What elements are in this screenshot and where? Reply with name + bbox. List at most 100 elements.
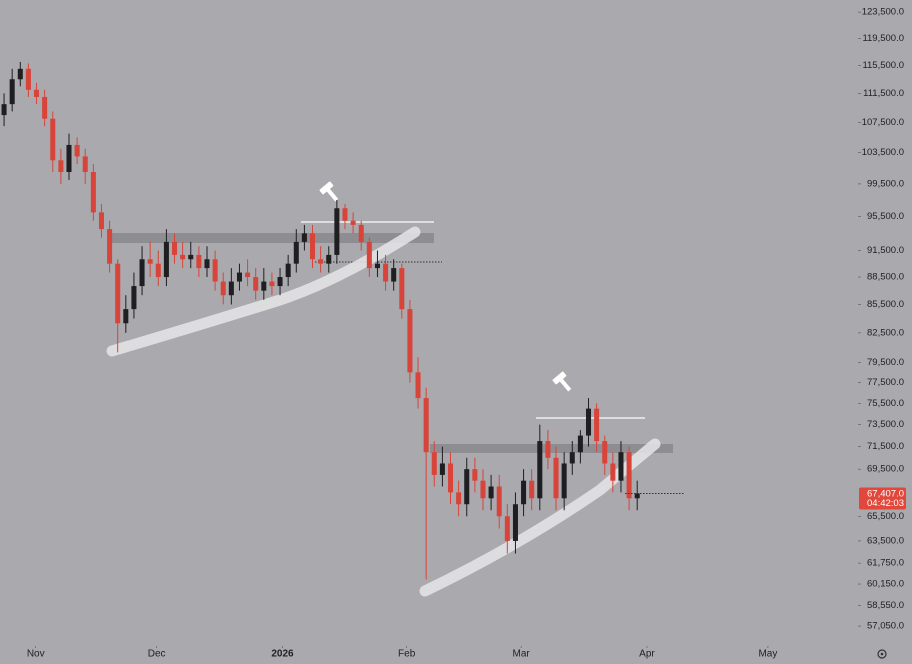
candle-body xyxy=(236,272,242,282)
candle-body xyxy=(537,441,543,499)
candle-body xyxy=(594,408,600,442)
candle-body xyxy=(301,233,307,242)
candle-body xyxy=(196,254,202,269)
candle-body xyxy=(17,68,23,80)
candle-body xyxy=(115,263,121,324)
hammer-icon xyxy=(552,371,572,392)
candle-body xyxy=(610,463,616,481)
y-tick-label: 63,500.0 xyxy=(867,535,904,546)
y-tick-label: 123,500.0 xyxy=(862,7,904,18)
hammer-icon xyxy=(319,181,339,202)
x-tick-label: Dec xyxy=(148,649,166,660)
last-price-label: 67,407.0 xyxy=(867,488,904,499)
candle-body xyxy=(480,480,486,499)
y-tick-label: 99,500.0 xyxy=(867,178,904,189)
candle-body xyxy=(58,160,64,173)
y-tick-label: 119,500.0 xyxy=(862,33,904,44)
x-tick-label: 2026 xyxy=(271,649,294,660)
candle-body xyxy=(310,233,316,260)
x-tick-label: Apr xyxy=(639,649,655,660)
candle-body xyxy=(374,263,380,269)
candle-body xyxy=(358,224,364,242)
candle-body xyxy=(529,480,535,499)
candle-body xyxy=(220,281,226,296)
candle-body xyxy=(66,144,72,173)
y-tick-label: 60,150.0 xyxy=(867,579,904,590)
candle-body xyxy=(618,452,624,481)
y-tick-label: 85,500.0 xyxy=(867,299,904,310)
candle-body xyxy=(293,241,299,264)
candle-body xyxy=(326,254,332,264)
candle-body xyxy=(285,263,291,278)
candle-body xyxy=(561,463,567,499)
candle-body xyxy=(131,286,137,310)
candle-body xyxy=(253,277,259,291)
candle-body xyxy=(277,277,283,287)
x-tick-label: May xyxy=(758,649,777,660)
candle-body xyxy=(407,309,413,373)
candle-body xyxy=(107,229,113,264)
candle-body xyxy=(269,281,275,287)
candle-body xyxy=(439,463,445,475)
candles xyxy=(1,61,640,580)
y-tick-label: 57,050.0 xyxy=(867,621,904,632)
y-tick-label: 73,500.0 xyxy=(867,419,904,430)
candle-body xyxy=(50,118,56,161)
candle-body xyxy=(1,104,7,116)
candle-body xyxy=(82,156,88,173)
candle-body xyxy=(585,408,592,436)
candle-body xyxy=(504,516,510,541)
candle-body xyxy=(98,212,104,230)
candle-body xyxy=(188,254,194,260)
x-tick-label: Feb xyxy=(398,649,416,660)
candle-body xyxy=(245,272,251,278)
candle-body xyxy=(74,144,80,157)
candle-body xyxy=(42,96,48,119)
candle-body xyxy=(212,259,218,282)
candle-body xyxy=(634,493,640,499)
y-tick-label: 88,500.0 xyxy=(867,272,904,283)
candle-body xyxy=(383,263,389,282)
candle-body xyxy=(464,469,470,505)
candle-body xyxy=(496,486,502,517)
candle-body xyxy=(204,259,210,269)
candle-body xyxy=(415,372,421,399)
candle-body xyxy=(472,469,478,481)
candle-body xyxy=(545,441,551,458)
y-tick-label: 58,550.0 xyxy=(867,600,904,611)
candle-body xyxy=(172,241,178,255)
y-tick-label: 65,500.0 xyxy=(867,511,904,522)
x-tick-label: Nov xyxy=(27,649,45,660)
y-tick-label: 115,500.0 xyxy=(862,60,904,71)
candle-body xyxy=(399,268,405,310)
y-tick-label: 61,750.0 xyxy=(867,558,904,569)
candle-body xyxy=(350,220,356,225)
y-tick-label: 71,500.0 xyxy=(867,441,904,452)
candle-body xyxy=(9,79,15,105)
candle-body xyxy=(521,480,527,505)
candle-body xyxy=(139,259,145,287)
candle-body xyxy=(512,504,518,541)
settings-icon[interactable] xyxy=(877,649,887,659)
candle-body xyxy=(626,452,632,499)
candle-body xyxy=(334,208,340,255)
candle-body xyxy=(155,263,161,278)
candle-body xyxy=(34,89,40,97)
candle-body xyxy=(318,259,324,264)
candle-body xyxy=(423,398,429,453)
candle-body xyxy=(123,309,129,324)
candle-body xyxy=(366,241,372,269)
candle-body xyxy=(180,254,186,260)
candle-body xyxy=(456,492,462,505)
candle-body xyxy=(553,457,559,499)
y-tick-label: 95,500.0 xyxy=(867,211,904,222)
last-price-box xyxy=(859,487,906,510)
candle-body xyxy=(147,259,153,264)
y-tick-label: 103,500.0 xyxy=(862,147,904,158)
zone xyxy=(108,233,434,243)
settings-icon-dot xyxy=(880,652,884,656)
candle-body xyxy=(90,172,96,213)
